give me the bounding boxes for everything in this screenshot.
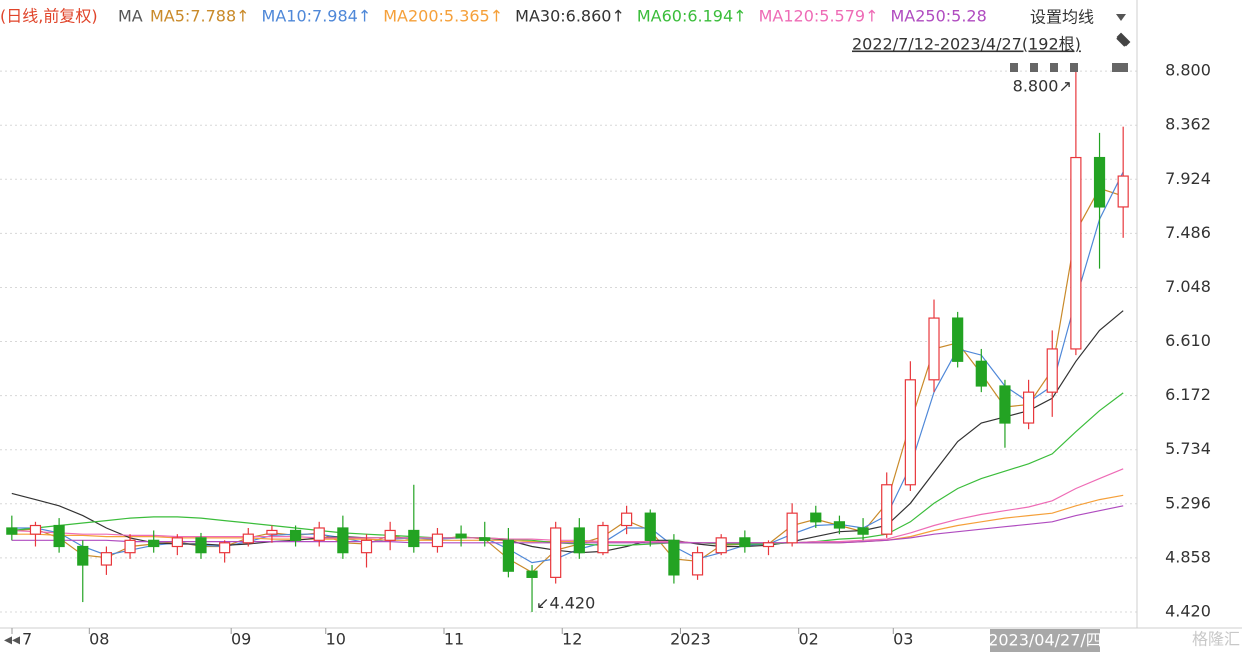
legend-entry: MA30:6.860↑ xyxy=(515,7,625,26)
legend-entry: MA60:6.194↑ xyxy=(637,7,747,26)
y-tick-label: 4.420 xyxy=(1165,601,1211,620)
y-tick-label: 7.486 xyxy=(1165,223,1211,242)
min-annotation: ↙4.420 xyxy=(536,593,595,612)
scroll-arrows[interactable]: ◂◂ xyxy=(4,630,20,649)
y-tick-label: 8.362 xyxy=(1165,115,1211,134)
candle-body xyxy=(975,360,987,387)
candle-body xyxy=(337,527,349,554)
watermark: 格隆汇 xyxy=(1192,630,1240,649)
candle-body xyxy=(1046,348,1058,393)
y-tick-label: 8.800 xyxy=(1165,61,1211,80)
legend-entry: MA10:7.984↑ xyxy=(262,7,372,26)
settings-button[interactable]: 设置均线 xyxy=(1030,8,1094,27)
x-tick-label: 10 xyxy=(326,630,346,649)
ma-line xyxy=(11,392,1124,546)
candle-body xyxy=(833,521,846,529)
event-marker xyxy=(1120,63,1128,72)
candle-body xyxy=(266,529,278,535)
x-tick-label: 2023 xyxy=(670,630,711,649)
candle-body xyxy=(810,512,822,523)
candle-body xyxy=(762,542,775,548)
pin-icon[interactable] xyxy=(1116,32,1131,47)
candle-body xyxy=(621,512,633,527)
y-tick-label: 5.296 xyxy=(1165,493,1211,512)
candle-body xyxy=(124,539,136,554)
legend-entry: MA120:5.579↑ xyxy=(759,7,879,26)
x-tick-label: 08 xyxy=(89,630,109,649)
candle-body xyxy=(53,524,65,548)
event-marker xyxy=(1050,63,1058,72)
candle-body xyxy=(786,512,798,544)
period-label: (日线,前复权) xyxy=(0,7,98,26)
event-marker xyxy=(1112,63,1120,72)
candle-body xyxy=(100,552,113,566)
legend-entry: MA200:5.365↑ xyxy=(383,7,503,26)
candle-body xyxy=(6,527,18,535)
candle-body xyxy=(739,537,751,548)
date-label: 2023/04/27/四 xyxy=(988,631,1102,650)
y-tick-label: 4.858 xyxy=(1165,547,1211,566)
candle-body xyxy=(479,537,491,541)
candle-body xyxy=(148,539,160,548)
candle-body xyxy=(715,537,727,554)
candle-body xyxy=(219,542,231,554)
event-marker xyxy=(1070,63,1078,72)
candle-body xyxy=(431,533,444,548)
max-annotation: 8.800↗ xyxy=(1013,77,1072,96)
y-tick-label: 6.610 xyxy=(1165,331,1211,350)
candle-body xyxy=(1117,175,1129,208)
candle-body xyxy=(1070,156,1082,350)
dropdown-arrow[interactable] xyxy=(1116,14,1126,21)
candle-body xyxy=(881,484,893,535)
x-tick-label: 09 xyxy=(231,630,251,649)
candle-body xyxy=(573,527,585,554)
legend-entry: MA250:5.28 xyxy=(890,7,986,26)
range-label: 2022/7/12-2023/4/27(192根) xyxy=(852,35,1081,54)
x-tick-label: 12 xyxy=(562,630,582,649)
event-marker xyxy=(1030,63,1038,72)
candle-body xyxy=(1022,391,1035,424)
candle-body xyxy=(668,539,680,576)
candle-body xyxy=(644,512,656,541)
candle-body xyxy=(999,385,1011,424)
candle-body xyxy=(502,539,514,572)
x-tick-label: 11 xyxy=(444,630,464,649)
candle-body xyxy=(408,529,420,548)
event-marker xyxy=(1010,63,1018,72)
candle-body xyxy=(242,533,254,544)
candle-body xyxy=(691,552,704,576)
y-tick-label: 7.924 xyxy=(1165,169,1211,188)
legend: (日线,前复权) MA MA5:7.788↑ MA10:7.984↑ MA200:5… xyxy=(0,7,987,26)
plot-area xyxy=(0,63,1137,613)
candle-body xyxy=(171,537,183,548)
y-tick-label: 5.734 xyxy=(1165,439,1211,458)
candle-body xyxy=(455,533,467,539)
x-tick-label: 7 xyxy=(22,630,32,649)
candle-body xyxy=(904,379,916,486)
candle-body xyxy=(928,317,940,381)
legend-entry: MA5:7.788↑ xyxy=(150,7,250,26)
candle-body xyxy=(29,524,42,535)
candle-body xyxy=(289,529,302,541)
candle-body xyxy=(384,529,396,541)
candle-body xyxy=(952,317,964,362)
candle-body xyxy=(195,537,207,554)
candle-body xyxy=(526,570,538,578)
candle-body xyxy=(360,539,373,554)
candle-body xyxy=(1093,156,1106,208)
ma-line xyxy=(11,468,1124,544)
y-tick-label: 6.172 xyxy=(1165,385,1211,404)
y-tick-label: 7.048 xyxy=(1165,277,1211,296)
candle-body xyxy=(550,527,562,578)
x-tick-label: 03 xyxy=(893,630,913,649)
candle-body xyxy=(77,545,89,566)
candle-body xyxy=(597,524,609,554)
candle-body xyxy=(313,527,325,541)
candle-body xyxy=(857,527,869,535)
ma-label: MA xyxy=(118,7,143,26)
date-box xyxy=(990,629,1100,652)
x-tick-label: 02 xyxy=(799,630,819,649)
